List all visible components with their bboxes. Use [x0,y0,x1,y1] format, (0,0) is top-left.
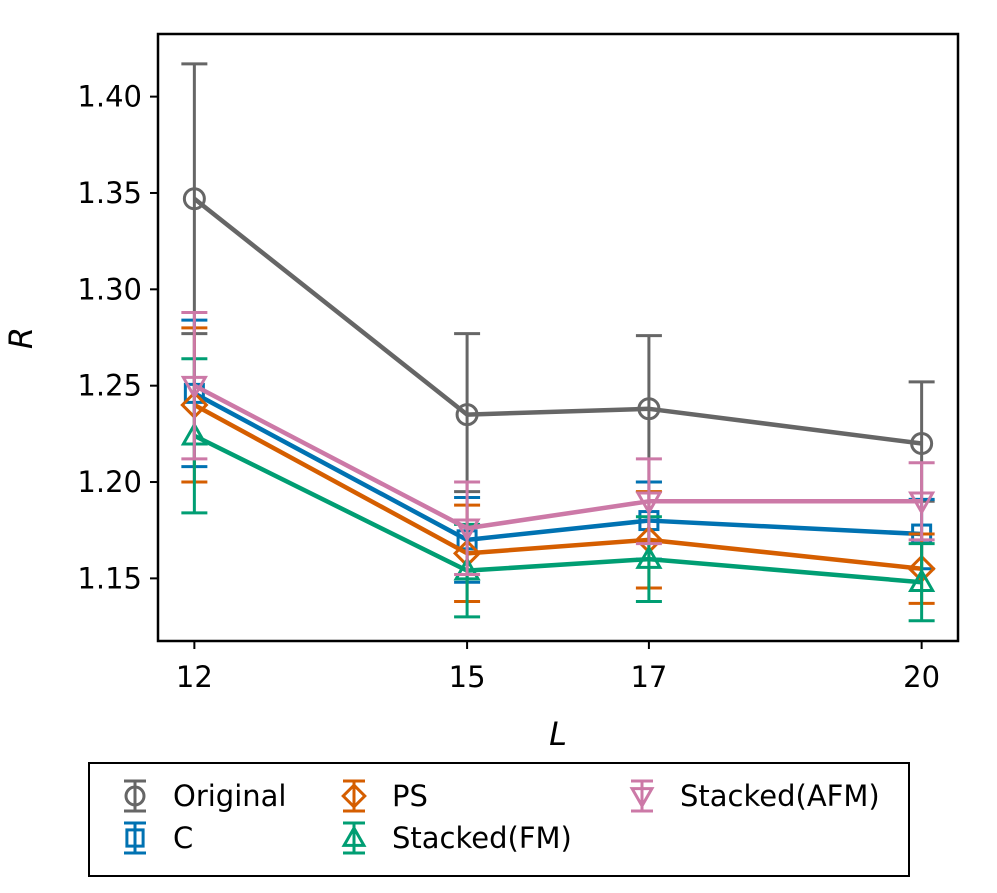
y-axis-label: R [2,327,40,349]
legend-label: PS [392,779,428,813]
y-tick-label: 1.20 [77,465,142,499]
data-point [182,187,206,211]
x-tick-label: 12 [176,660,213,694]
series-line [192,196,922,446]
y-tick-label: 1.30 [77,272,142,306]
legend-marker [341,825,367,847]
legend-marker [124,785,146,807]
data-point [455,403,479,427]
data-point [908,491,936,516]
x-tick-label: 17 [630,660,667,694]
legend-label: Stacked(FM) [392,821,572,855]
legend-label: C [173,821,193,855]
legend-marker [629,787,655,809]
legend-frame [88,762,910,877]
series-line [193,391,922,543]
legend-item: PS [341,779,428,813]
series-stacked-afm- [180,310,936,577]
data-point [635,545,663,569]
legend-marker [125,828,145,848]
y-tick-label: 1.40 [77,80,142,114]
x-axis-label: L [549,715,567,753]
data-point [453,518,481,543]
data-point [453,556,481,581]
legend-label: Original [173,779,286,813]
data-point [180,375,208,400]
legend-item: C [124,821,193,855]
series-ps [180,326,936,605]
x-tick-label: 15 [449,660,486,694]
series-line [193,402,922,571]
series-line [193,383,922,531]
legend-item: Stacked(AFM) [629,779,880,813]
data-point [635,491,663,516]
series-c [181,318,935,584]
legend-item: Original [124,779,286,813]
x-tick-label: 20 [903,660,940,694]
y-tick-label: 1.35 [77,176,142,210]
legend: Original C PS Stacked(FM) Stacked(AFM) [88,762,910,877]
data-point [910,431,934,455]
legend-marker [341,783,367,809]
y-tick-label: 1.25 [77,369,142,403]
y-tick-label: 1.15 [77,561,142,595]
plot-frame [156,32,960,643]
data-point [637,397,661,421]
data-point [908,568,936,592]
legend-label: Stacked(AFM) [680,779,880,813]
legend-item: Stacked(FM) [341,821,572,855]
series-line [193,433,922,585]
series-stacked-fm- [180,357,936,623]
